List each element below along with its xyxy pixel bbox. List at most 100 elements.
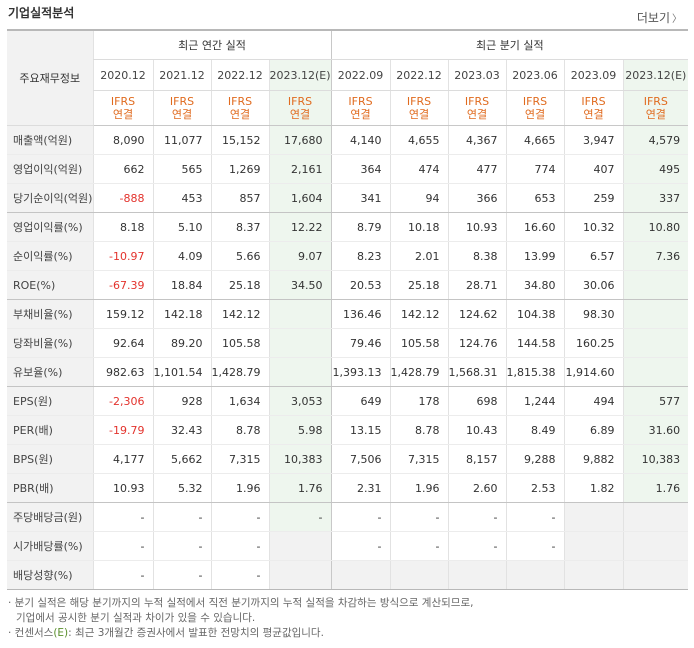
- table-cell: [505, 560, 565, 590]
- table-cell: 1.96: [389, 473, 449, 503]
- table-cell: 160.25: [563, 328, 624, 358]
- table-cell: 1.82: [563, 473, 624, 503]
- table-cell: 15,152: [210, 125, 269, 155]
- table-cell: 89.20: [152, 328, 211, 358]
- table-cell: 1,244: [505, 386, 565, 416]
- table-cell: -: [505, 531, 565, 561]
- table-cell: 13.15: [330, 415, 391, 445]
- table-cell: -: [447, 531, 507, 561]
- footnotes: · 분기 실적은 해당 분기까지의 누적 실적에서 직전 분기까지의 누적 실적…: [8, 596, 473, 641]
- table-cell: [622, 502, 689, 532]
- basis-ifrs: IFRS: [287, 95, 313, 108]
- table-cell: 105.58: [210, 328, 269, 358]
- table-cell: -: [92, 560, 153, 590]
- table-cell: 1,428.79: [389, 357, 449, 387]
- period-header: 2021.12: [152, 59, 211, 91]
- basis-header: IFRS 연결: [268, 90, 332, 126]
- table-cell: 341: [330, 183, 391, 213]
- table-cell: 159.12: [92, 299, 153, 329]
- table-cell: 98.30: [563, 299, 624, 329]
- basis-ifrs: IFRS: [110, 95, 136, 108]
- table-cell: 34.80: [505, 270, 565, 300]
- table-cell: [622, 328, 689, 358]
- note-consensus-pre: · 컨센서스: [8, 627, 54, 639]
- table-cell: [622, 531, 689, 561]
- table-row: 주당배당금(원) - - - - - - - -: [7, 502, 689, 532]
- table-cell: 94: [389, 183, 449, 213]
- table-cell: 495: [622, 154, 689, 184]
- table-cell: 1,815.38: [505, 357, 565, 387]
- table-cell: 92.64: [92, 328, 153, 358]
- table-cell: 4,367: [447, 125, 507, 155]
- table-cell: 8.79: [330, 212, 391, 242]
- table-row: 부채비율(%) 159.12 142.18 142.12 136.46 142.12 124…: [7, 299, 689, 329]
- row-label: 시가배당률(%): [7, 531, 93, 561]
- row-label: 주당배당금(원): [7, 502, 93, 532]
- table-cell: 5.32: [152, 473, 211, 503]
- table-cell: 2.60: [447, 473, 507, 503]
- period-header: 2023.09: [563, 59, 624, 91]
- row-label: 영업이익(억원): [7, 154, 93, 184]
- basis-header: IFRS 연결: [152, 90, 211, 126]
- table-cell: 337: [622, 183, 689, 213]
- table-cell: -: [92, 531, 153, 561]
- table-cell: 136.46: [330, 299, 391, 329]
- table-row: 순이익률(%) -10.97 4.09 5.66 9.07 8.23 2.01 8.38 13.…: [7, 241, 689, 271]
- table-row: 매출액(억원) 8,090 11,077 15,152 17,680 4,140 4,655…: [7, 125, 689, 155]
- table-row: 시가배당률(%) - - - - - - -: [7, 531, 689, 561]
- table-cell: 178: [389, 386, 449, 416]
- note-consensus: · 컨센서스(E): 최근 3개월간 증권사에서 발표한 전망치의 평균값입니다…: [8, 626, 473, 641]
- table-cell: 5.98: [268, 415, 332, 445]
- basis-consolidated: 연결: [408, 108, 430, 121]
- table-cell: 366: [447, 183, 507, 213]
- table-cell: 8.18: [92, 212, 153, 242]
- basis-ifrs: IFRS: [227, 95, 253, 108]
- table-cell: 9,882: [563, 444, 624, 474]
- table-cell: 79.46: [330, 328, 391, 358]
- basis-consolidated: 연결: [350, 108, 371, 121]
- table-cell: 6.57: [563, 241, 624, 271]
- period-header: 2023.12(E): [622, 59, 689, 91]
- basis-header: IFRS 연결: [563, 90, 624, 126]
- basis-consolidated: 연결: [583, 108, 604, 121]
- table-cell: 259: [563, 183, 624, 213]
- table-cell: 25.18: [210, 270, 269, 300]
- table-cell: [622, 560, 689, 590]
- table-cell: 857: [210, 183, 269, 213]
- basis-header: IFRS 연결: [622, 90, 689, 126]
- table-cell: 4,177: [92, 444, 153, 474]
- table-cell: -2,306: [92, 386, 153, 416]
- table-cell: [268, 299, 332, 329]
- table-cell: [563, 502, 624, 532]
- period-header: 2022.09: [330, 59, 391, 91]
- table-cell: 30.06: [563, 270, 624, 300]
- table-cell: 3,947: [563, 125, 624, 155]
- table-cell: 1.96: [210, 473, 269, 503]
- table-cell: [622, 357, 689, 387]
- table-cell: 10.43: [447, 415, 507, 445]
- table-body: 매출액(억원) 8,090 11,077 15,152 17,680 4,140 4,655…: [7, 125, 689, 590]
- table-row: BPS(원) 4,177 5,662 7,315 10,383 7,506 7,315 8,1…: [7, 444, 689, 474]
- table-cell: 20.53: [330, 270, 391, 300]
- basis-header: IFRS 연결: [92, 90, 153, 126]
- period-header: 2023.06: [505, 59, 565, 91]
- table-cell: -888: [92, 183, 153, 213]
- table-cell: [268, 560, 332, 590]
- table-cell: -: [389, 531, 449, 561]
- table-cell: 1.76: [622, 473, 689, 503]
- table-cell: 364: [330, 154, 391, 184]
- note-consensus-post: : 최근 3개월간 증권사에서 발표한 전망치의 평균값입니다.: [68, 627, 324, 639]
- table-cell: -: [447, 502, 507, 532]
- table-cell: 31.60: [622, 415, 689, 445]
- more-link[interactable]: 더보기 〉: [637, 9, 682, 26]
- table-cell: 4,579: [622, 125, 689, 155]
- table-cell: 8.23: [330, 241, 391, 271]
- table-cell: [268, 328, 332, 358]
- table-cell: 7.36: [622, 241, 689, 271]
- table-cell: 10.93: [92, 473, 153, 503]
- table-cell: 10.32: [563, 212, 624, 242]
- row-label: ROE(%): [7, 270, 93, 300]
- table-cell: -: [330, 531, 391, 561]
- table-cell: 8.38: [447, 241, 507, 271]
- table-cell: -: [210, 531, 269, 561]
